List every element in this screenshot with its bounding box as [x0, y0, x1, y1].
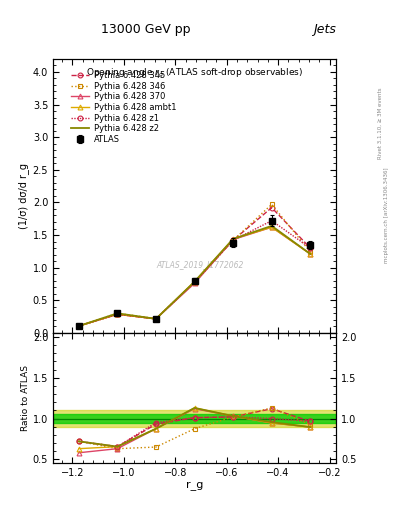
- Pythia 6.428 345: [308, 245, 313, 251]
- Line: Pythia 6.428 z1: Pythia 6.428 z1: [76, 218, 313, 329]
- Pythia 6.428 345: [154, 316, 158, 322]
- Y-axis label: Ratio to ATLAS: Ratio to ATLAS: [21, 365, 30, 431]
- Pythia 6.428 370: [308, 251, 313, 257]
- Pythia 6.428 z2: [115, 310, 120, 316]
- Legend: Pythia 6.428 345, Pythia 6.428 346, Pythia 6.428 370, Pythia 6.428 ambt1, Pythia: Pythia 6.428 345, Pythia 6.428 346, Pyth…: [68, 69, 178, 146]
- Pythia 6.428 370: [76, 323, 81, 329]
- Pythia 6.428 z1: [192, 279, 197, 285]
- Text: 13000 GeV pp: 13000 GeV pp: [101, 23, 190, 36]
- Line: Pythia 6.428 ambt1: Pythia 6.428 ambt1: [76, 225, 313, 329]
- Pythia 6.428 z1: [76, 323, 81, 329]
- Line: Pythia 6.428 345: Pythia 6.428 345: [76, 205, 313, 329]
- Line: Pythia 6.428 z2: Pythia 6.428 z2: [79, 226, 310, 326]
- Pythia 6.428 ambt1: [115, 311, 120, 317]
- Pythia 6.428 z2: [76, 323, 81, 329]
- Pythia 6.428 370: [231, 237, 235, 243]
- Pythia 6.428 345: [192, 279, 197, 285]
- Pythia 6.428 ambt1: [154, 316, 158, 322]
- Pythia 6.428 346: [192, 279, 197, 285]
- Pythia 6.428 370: [115, 311, 120, 317]
- Text: Rivet 3.1.10, ≥ 3M events: Rivet 3.1.10, ≥ 3M events: [378, 87, 383, 159]
- Pythia 6.428 z1: [231, 237, 235, 243]
- Pythia 6.428 ambt1: [192, 279, 197, 285]
- Pythia 6.428 ambt1: [308, 251, 313, 257]
- Pythia 6.428 346: [115, 310, 120, 316]
- Line: Pythia 6.428 370: Pythia 6.428 370: [76, 225, 313, 329]
- Text: mcplots.cern.ch [arXiv:1306.3436]: mcplots.cern.ch [arXiv:1306.3436]: [384, 167, 389, 263]
- X-axis label: r_g: r_g: [186, 481, 203, 491]
- Pythia 6.428 z1: [154, 316, 158, 322]
- Pythia 6.428 ambt1: [269, 224, 274, 230]
- Pythia 6.428 370: [192, 280, 197, 286]
- Pythia 6.428 z1: [269, 218, 274, 224]
- Pythia 6.428 z2: [154, 316, 158, 322]
- Text: Jets: Jets: [313, 23, 336, 36]
- Pythia 6.428 346: [76, 323, 81, 329]
- Pythia 6.428 z2: [308, 251, 313, 257]
- Bar: [53, 414, 336, 422]
- Y-axis label: (1/σ) dσ/d r_g: (1/σ) dσ/d r_g: [18, 163, 29, 229]
- Pythia 6.428 ambt1: [76, 323, 81, 329]
- Pythia 6.428 346: [231, 237, 235, 243]
- Text: Opening angle $r_g$ (ATLAS soft-drop observables): Opening angle $r_g$ (ATLAS soft-drop obs…: [86, 67, 303, 80]
- Pythia 6.428 346: [308, 249, 313, 255]
- Pythia 6.428 346: [154, 315, 158, 322]
- Bar: [53, 410, 336, 426]
- Pythia 6.428 z2: [192, 279, 197, 285]
- Text: ATLAS_2019_I1772062: ATLAS_2019_I1772062: [156, 260, 244, 269]
- Pythia 6.428 345: [231, 237, 235, 243]
- Pythia 6.428 345: [76, 323, 81, 329]
- Pythia 6.428 345: [115, 311, 120, 317]
- Pythia 6.428 z2: [269, 223, 274, 229]
- Pythia 6.428 z1: [115, 311, 120, 317]
- Pythia 6.428 z2: [231, 236, 235, 242]
- Pythia 6.428 346: [269, 201, 274, 207]
- Pythia 6.428 345: [269, 205, 274, 211]
- Pythia 6.428 370: [154, 316, 158, 322]
- Line: Pythia 6.428 346: Pythia 6.428 346: [76, 202, 313, 329]
- Pythia 6.428 ambt1: [231, 236, 235, 242]
- Pythia 6.428 370: [269, 224, 274, 230]
- Pythia 6.428 z1: [308, 245, 313, 251]
